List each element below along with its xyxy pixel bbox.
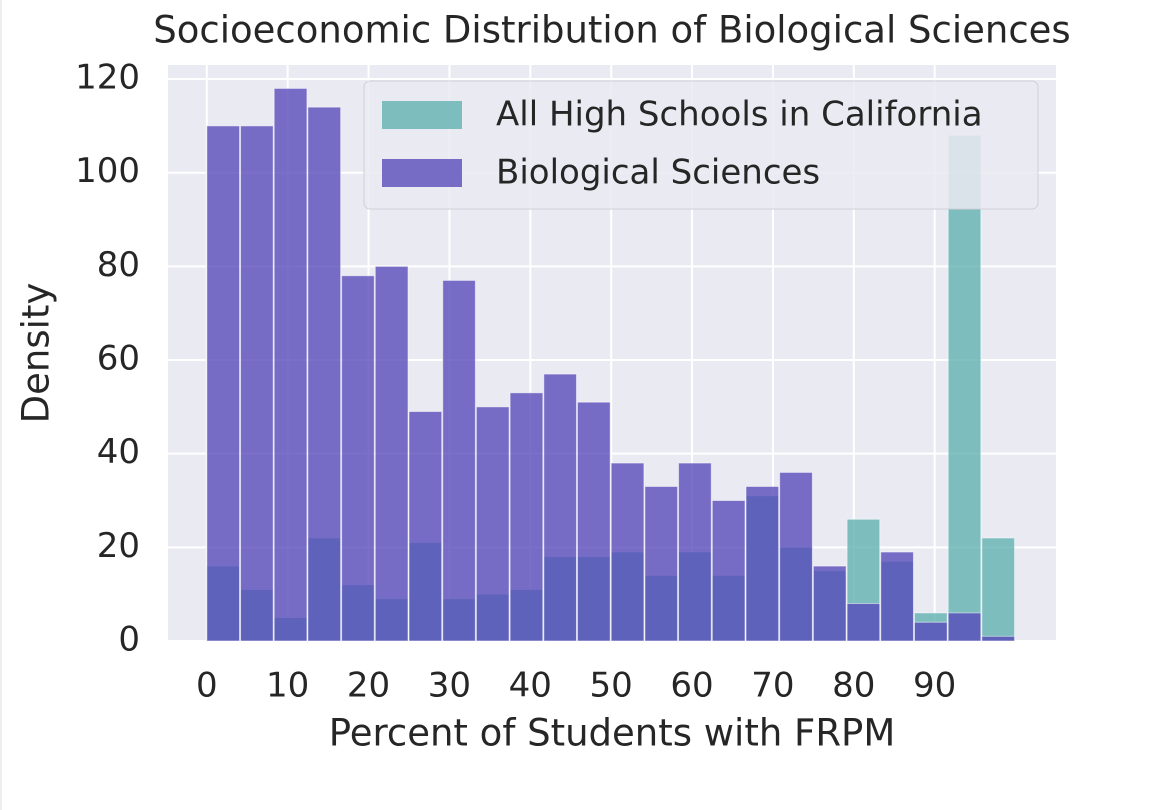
legend-swatch [382,159,462,187]
bar [576,401,611,642]
bar [947,134,982,642]
y-tick-label: 20 [97,526,140,566]
bar [678,462,712,642]
x-tick-label: 60 [670,666,713,706]
chart-title: Socioeconomic Distribution of Biological… [153,9,1070,52]
bar [880,551,914,642]
bar [644,485,679,642]
y-tick-label: 120 [75,58,140,98]
bar [812,565,847,642]
y-tick-label: 100 [75,151,140,191]
x-tick-label: 80 [832,666,875,706]
bar [711,500,746,642]
bar [981,537,1016,642]
bar [408,411,443,642]
bar [846,603,881,642]
x-tick-label: 50 [590,666,633,706]
x-tick-label: 10 [266,666,309,706]
bar [341,275,375,642]
x-tick-label: 40 [509,666,552,706]
bar [374,265,409,642]
legend-label: Biological Sciences [496,153,820,193]
bar [475,406,510,642]
bar [273,87,308,642]
bar [307,106,342,642]
x-tick-label: 30 [428,666,471,706]
bar [442,279,476,642]
bar [745,485,780,642]
bar [913,621,948,642]
y-tick-label: 0 [118,620,140,660]
bar [543,373,577,642]
bar [206,125,241,642]
bar [947,612,982,642]
bar [610,462,645,642]
bar [981,635,1016,642]
x-tick-label: 90 [913,666,956,706]
x-tick-label: 20 [347,666,390,706]
y-tick-label: 40 [97,432,140,472]
y-tick-label: 60 [97,339,140,379]
bar [240,125,274,642]
legend-swatch [382,101,462,129]
x-tick-label: 70 [751,666,794,706]
bar [779,471,813,642]
bar [509,392,544,642]
x-axis-label: Percent of Students with FRPM [329,712,896,755]
legend-label: All High Schools in California [496,95,983,135]
legend-box [363,80,1039,210]
x-tick-label: 0 [196,666,218,706]
y-tick-label: 80 [97,245,140,285]
y-axis-label: Density [15,283,58,424]
